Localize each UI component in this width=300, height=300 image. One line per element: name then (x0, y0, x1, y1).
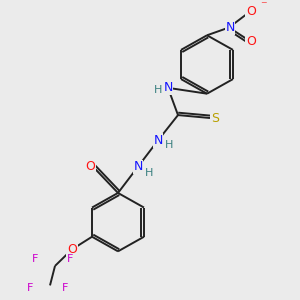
Text: F: F (27, 283, 33, 293)
Text: F: F (67, 254, 73, 264)
Text: N: N (133, 160, 143, 173)
Text: N: N (163, 81, 173, 94)
Text: H: H (145, 167, 153, 178)
Text: F: F (67, 254, 73, 264)
Text: ⁻: ⁻ (260, 0, 266, 13)
Text: F: F (62, 283, 68, 293)
Text: H: H (165, 140, 173, 150)
Text: N: N (225, 21, 235, 34)
Text: S: S (211, 112, 219, 124)
Text: O: O (246, 5, 256, 18)
Text: F: F (32, 254, 38, 264)
Text: O: O (67, 243, 77, 256)
Text: O: O (67, 243, 77, 256)
Text: O: O (85, 160, 95, 173)
Text: ⁻: ⁻ (260, 0, 266, 13)
Text: N: N (153, 134, 163, 147)
Text: F: F (62, 283, 68, 293)
Text: F: F (27, 283, 33, 293)
Text: N: N (133, 160, 143, 173)
Text: H: H (145, 167, 153, 178)
Text: N: N (163, 81, 173, 94)
Text: N: N (225, 21, 235, 34)
Text: O: O (246, 5, 256, 18)
Text: O: O (246, 34, 256, 48)
Text: O: O (85, 160, 95, 173)
Text: S: S (211, 112, 219, 124)
Text: H: H (165, 140, 173, 150)
Text: N: N (153, 134, 163, 147)
Text: H: H (154, 85, 162, 95)
Text: O: O (246, 34, 256, 48)
Text: H: H (154, 85, 162, 95)
Text: F: F (32, 254, 38, 264)
